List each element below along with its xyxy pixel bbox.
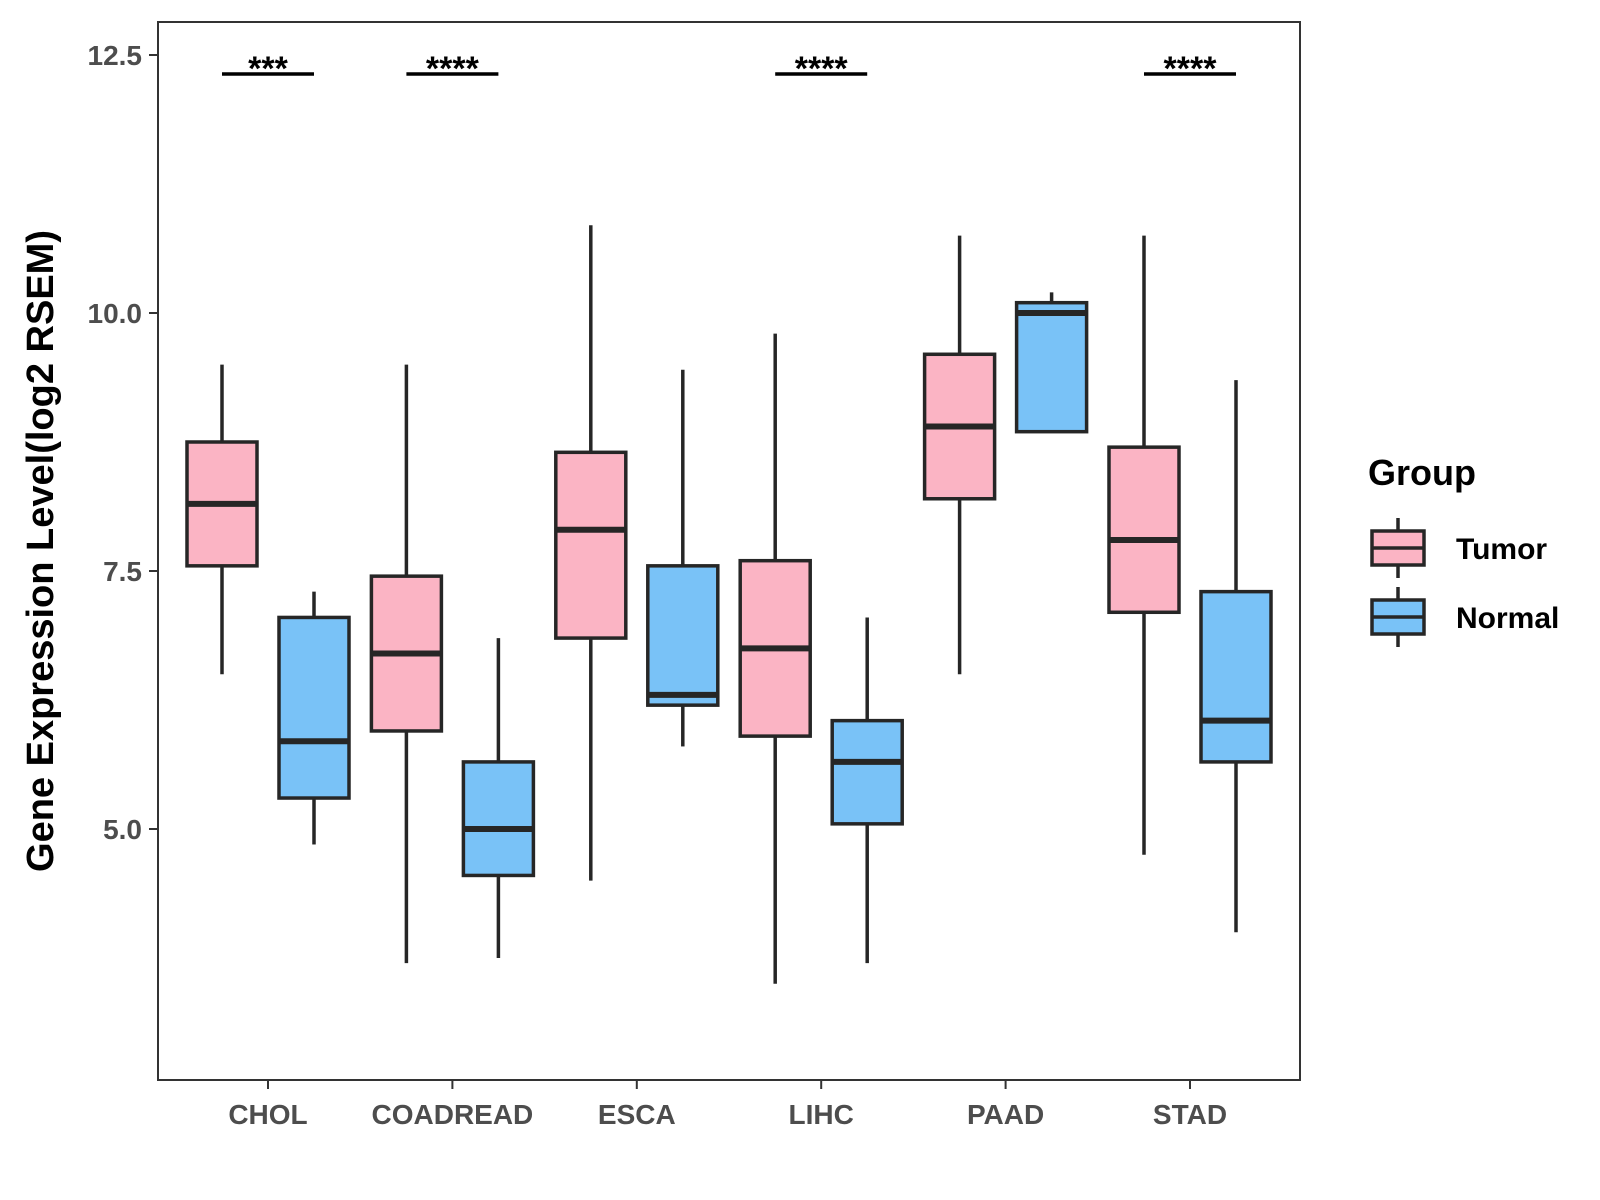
significance-coadread: **** [406,50,499,88]
legend-item-tumor: Tumor [1370,518,1547,578]
significance-stad: **** [1144,50,1236,88]
box-body [646,564,720,707]
box-tumor-lihc [738,333,812,984]
significance-label: *** [248,50,288,88]
box-tumor-chol [185,364,259,675]
x-tick-label-chol: CHOL [228,1099,307,1130]
significance-label: **** [795,50,849,88]
box-body [1107,445,1181,615]
y-tick-label: 10.0 [88,298,143,329]
x-tick-label-coadread: COADREAD [372,1099,534,1130]
box-tumor-esca [554,225,628,881]
x-tick-label-lihc: LIHC [789,1099,854,1130]
box-body [830,718,904,826]
box-normal-esca [646,369,720,747]
box-normal-coadread [461,638,536,958]
x-tick-label-esca: ESCA [598,1099,676,1130]
box-tumor-coadread [369,364,444,964]
box-tumor-paad [922,235,997,675]
box-body [277,615,351,800]
significance-label: **** [426,50,480,88]
y-axis-title: Gene Expression Level(log2 RSEM) [20,230,62,872]
box-body [554,450,628,640]
x-axis: CHOL COADREAD ESCA LIHC PAAD STAD [228,1080,1227,1130]
box-body [1199,589,1273,764]
box-normal-chol [277,591,351,845]
y-axis: 5.0 7.5 10.0 12.5 [88,40,158,845]
legend-label: Tumor [1456,533,1547,566]
significance-layer: *** **** **** **** [222,50,1236,88]
y-tick-label: 5.0 [103,814,142,845]
legend-title: Group [1368,452,1476,493]
box-body [1014,300,1089,434]
box-normal-lihc [830,617,904,964]
y-tick-label: 12.5 [88,40,143,71]
legend-item-normal: Normal [1370,587,1559,647]
significance-lihc: **** [775,50,868,88]
y-tick-label: 7.5 [103,556,142,587]
box-body [461,760,536,878]
box-normal-paad [1014,292,1089,434]
box-normal-stad [1199,380,1273,933]
significance-label: **** [1164,50,1218,88]
legend: Group Tumor Normal [1368,452,1559,647]
legend-label: Normal [1456,602,1559,635]
x-tick-label-stad: STAD [1153,1099,1227,1130]
box-tumor-stad [1107,235,1181,855]
x-tick-label-paad: PAAD [967,1099,1044,1130]
boxes-layer [185,225,1273,984]
significance-chol: *** [222,50,314,88]
